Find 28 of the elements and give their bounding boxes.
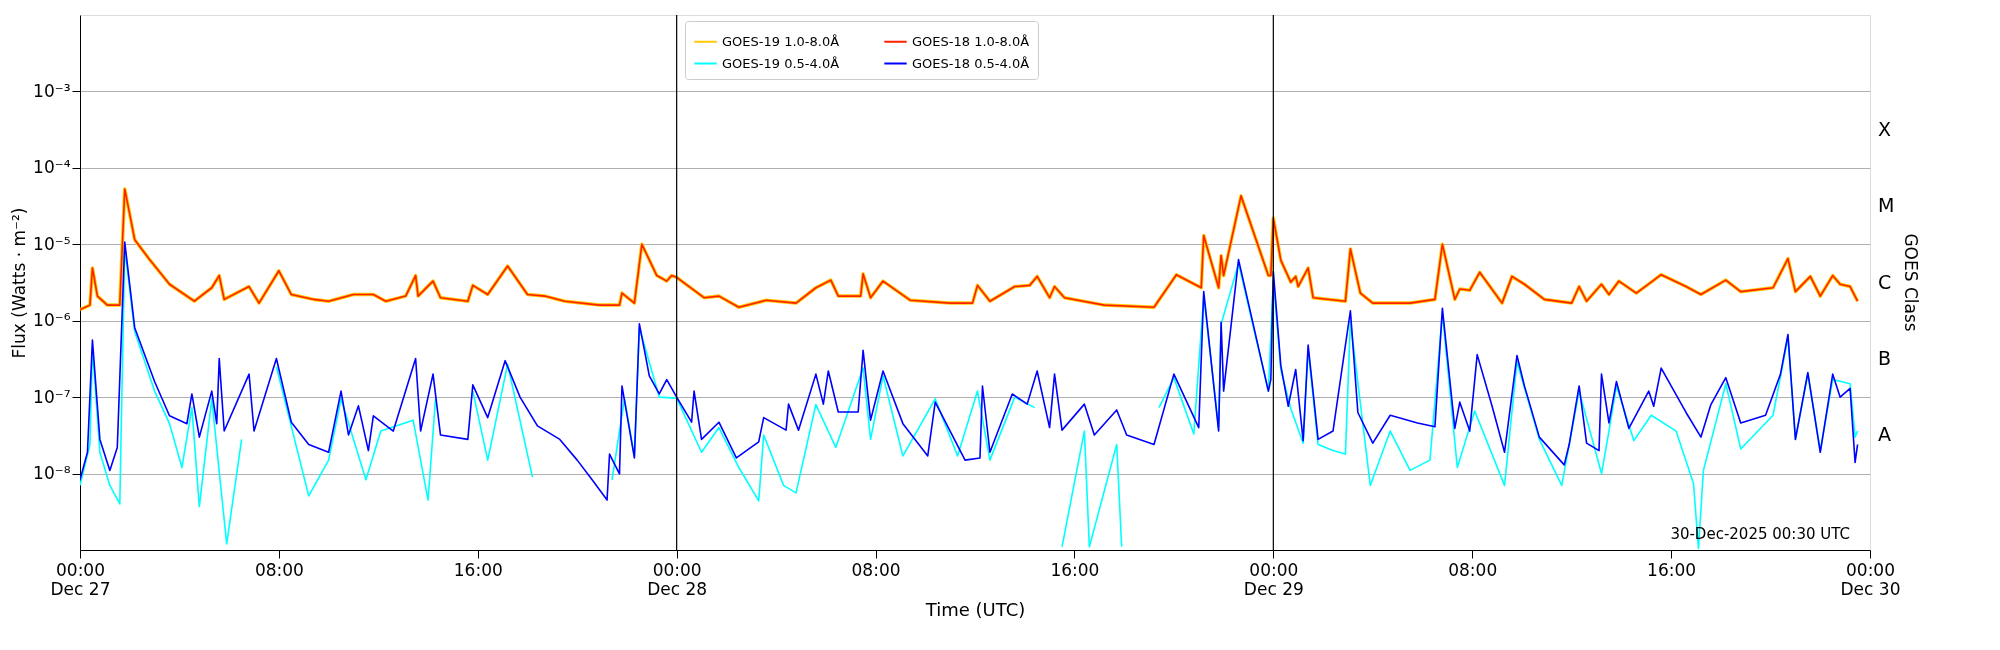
x-tick-label: 00:00 Dec 27 xyxy=(50,559,111,599)
legend-label: GOES-19 0.5-4.0Å xyxy=(722,55,840,71)
x-tick-label: 16:00 xyxy=(453,559,503,580)
category-label: A xyxy=(1878,423,1891,446)
category-label: X xyxy=(1878,117,1892,140)
y-tick-label: 10⁻⁵ xyxy=(33,233,71,254)
y-tick-label: 10⁻⁷ xyxy=(33,386,71,407)
legend-label: GOES-19 1.0-8.0Å xyxy=(722,33,840,49)
y2-axis-title: GOES Class xyxy=(1901,233,1921,332)
x-tick-label: 16:00 xyxy=(1647,559,1697,580)
y-tick-label: 10⁻⁸ xyxy=(33,463,71,484)
x-tick-label: 08:00 xyxy=(254,559,304,580)
x-tick-label: 00:00 Dec 29 xyxy=(1243,559,1304,599)
category-label: B xyxy=(1878,346,1892,369)
y-axis-title: Flux (Watts · m⁻²) xyxy=(9,207,30,359)
x-tick-label: 00:00 Dec 30 xyxy=(1840,559,1901,599)
x-tick-label: 00:00 Dec 28 xyxy=(647,559,708,599)
legend-label: GOES-18 0.5-4.0Å xyxy=(912,55,1030,71)
y-tick-label: 10⁻³ xyxy=(33,80,71,101)
x-tick-label: 08:00 xyxy=(851,559,901,580)
x-tick-label: 08:00 xyxy=(1448,559,1498,580)
category-label: C xyxy=(1878,270,1892,293)
x-axis-title: Time (UTC) xyxy=(924,598,1026,620)
legend-label: GOES-18 1.0-8.0Å xyxy=(912,33,1030,49)
category-label: M xyxy=(1878,194,1895,217)
y-tick-label: 10⁻⁶ xyxy=(33,310,71,331)
y-tick-label: 10⁻⁴ xyxy=(33,157,71,178)
x-tick-label: 16:00 xyxy=(1050,559,1100,580)
